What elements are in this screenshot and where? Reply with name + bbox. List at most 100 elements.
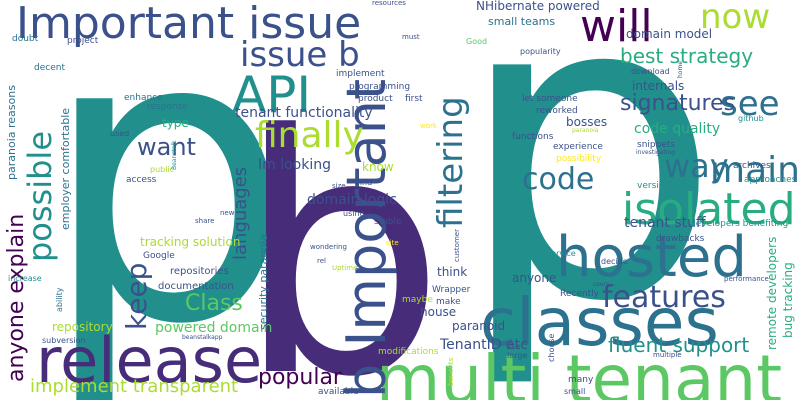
- word-ability: ability: [55, 287, 64, 312]
- word-main: main: [710, 150, 800, 191]
- word-available: available: [318, 387, 359, 397]
- word-experience: experience: [553, 142, 603, 152]
- word-use: use: [506, 342, 521, 351]
- word-anyone: anyone: [512, 271, 557, 285]
- word-nhibernate-powered: NHibernate powered: [476, 0, 600, 13]
- word-see: see: [720, 84, 780, 124]
- word-decide: decide: [601, 257, 628, 266]
- word-b-center: b: [236, 65, 446, 400]
- word-recently: Recently: [560, 289, 599, 299]
- word-site: site: [386, 239, 399, 247]
- word-important-issue: Important issue: [16, 0, 362, 49]
- word-now: now: [700, 0, 771, 37]
- word-nofollow: nofollow: [582, 274, 616, 283]
- word-modifications: modifications: [378, 347, 439, 357]
- word-access: access: [126, 175, 157, 185]
- word-approaches: approaches: [744, 175, 797, 185]
- word-customer: customer: [453, 229, 461, 262]
- word-want: want: [137, 133, 196, 161]
- word-programming: programming: [349, 82, 411, 92]
- word-used: used: [110, 129, 130, 138]
- word-think: think: [437, 265, 468, 279]
- word-p-left: p: [40, 0, 294, 400]
- word-repository: repository: [52, 320, 113, 334]
- word-repositories: repositories: [170, 266, 229, 277]
- word-project: project: [67, 36, 99, 46]
- word-documentation: documentation: [158, 281, 234, 292]
- word-popular: popular: [258, 365, 342, 390]
- word-resources: resources: [372, 0, 406, 7]
- word-archives: archives: [733, 161, 771, 171]
- word-make: make: [436, 297, 461, 307]
- word-find: find: [357, 178, 373, 187]
- word-possibility: possibility: [556, 154, 602, 164]
- word-im-looking: Im looking: [258, 157, 331, 173]
- word-small: small: [564, 387, 586, 396]
- word-keep: keep: [120, 262, 153, 330]
- word-implement: implement: [336, 69, 385, 79]
- word-multi-tenant: multi tenant: [376, 341, 783, 400]
- word-decent: decent: [34, 63, 65, 73]
- word-must: must: [402, 33, 420, 41]
- word-many: many: [568, 375, 594, 385]
- word-paranoia-reasons: paranoia reasons: [5, 85, 18, 180]
- word-maybe: maybe: [402, 295, 433, 305]
- word-paranoia: paranoia: [572, 127, 599, 134]
- word-house: house: [420, 305, 457, 319]
- word-large: large: [507, 351, 528, 360]
- word-service: service: [547, 249, 576, 258]
- word-issue-b: issue b: [240, 35, 360, 75]
- word-signatures: signatures: [620, 91, 736, 116]
- word-implement-transparent: implement transparent: [30, 376, 239, 397]
- word-tenantid-etc: TenantID etc: [440, 337, 528, 353]
- word-tenant-stuff: tenant stuff: [624, 215, 706, 231]
- word-internals: internals: [632, 79, 685, 93]
- word-reworked: reworked: [536, 106, 578, 116]
- word-fluent-support: fluent support: [608, 333, 750, 357]
- word-finally: finally: [255, 115, 364, 156]
- word-best-strategy: best strategy: [620, 44, 754, 68]
- word-tracking-solution: tracking solution: [140, 235, 241, 249]
- word-features: features: [602, 280, 726, 315]
- word-response: response: [147, 102, 188, 112]
- word-beanstalkapp: beanstalkapp: [182, 334, 223, 341]
- word-isolated: isolated: [622, 184, 796, 235]
- word-bosses: bosses: [566, 115, 608, 129]
- word-wrapper: Wrapper: [432, 285, 471, 295]
- word-investigating: investigating: [636, 149, 675, 156]
- word-product: product: [358, 94, 393, 104]
- word-snippets: snippets: [637, 140, 676, 150]
- word-domain-logic: domain logic: [307, 192, 397, 208]
- word-etc: etc: [510, 142, 528, 155]
- word-choose: choose: [547, 333, 556, 362]
- word-developers-benefiting: developers benefiting: [690, 219, 789, 229]
- word-drawbacks: drawbacks: [656, 234, 705, 244]
- word-using: using: [343, 209, 365, 218]
- word-subversion: subversion: [42, 336, 86, 345]
- word-stable: stable: [374, 217, 402, 227]
- word-size: size: [332, 182, 346, 190]
- word-class: Class: [185, 291, 243, 316]
- word-performance: performance: [724, 275, 769, 283]
- word-security-paranoia: security paranoia: [257, 234, 270, 330]
- word-let-someone: let someone: [522, 94, 578, 104]
- word-wondering: wondering: [310, 243, 347, 251]
- word-rel: rel: [317, 257, 326, 265]
- word-work: work: [420, 122, 437, 130]
- word-uptime: Uptime: [332, 264, 358, 272]
- word-functions: functions: [512, 132, 554, 142]
- word-home: home: [677, 60, 684, 78]
- word-anyone-explain: anyone explain: [4, 213, 29, 382]
- word-google: Google: [143, 251, 175, 261]
- word-filtering: filtering: [431, 96, 471, 228]
- word-hosted: hosted: [556, 225, 747, 290]
- word-tenant-functionality: tenant functionality: [235, 105, 373, 121]
- word-version: version: [637, 181, 670, 191]
- word-paranoid: paranoid: [452, 319, 506, 333]
- word-know: know: [362, 160, 394, 174]
- word-code: code: [522, 162, 595, 197]
- word-powered-domain: powered domain: [155, 320, 273, 336]
- word-share: share: [195, 217, 215, 225]
- word-enhance: enhance: [124, 93, 163, 103]
